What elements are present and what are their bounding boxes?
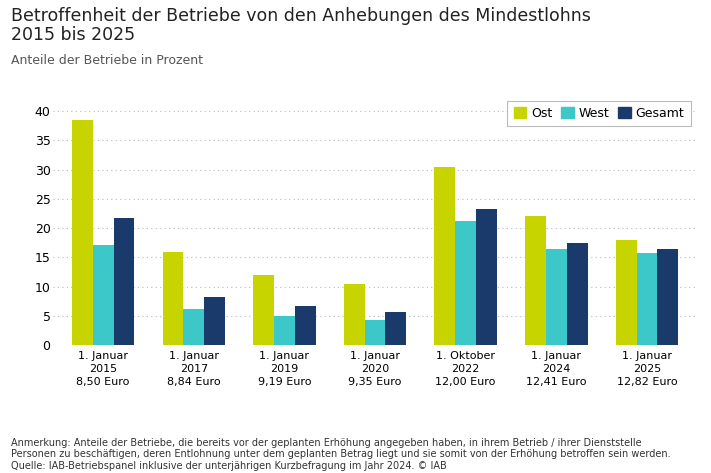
Bar (525, 217, 546, 345)
Bar (636, 253, 658, 345)
Bar (183, 309, 204, 345)
Bar (365, 320, 385, 345)
Text: Anteile der Betriebe in Prozent: Anteile der Betriebe in Prozent (11, 54, 203, 67)
Bar (455, 220, 476, 345)
Legend: Ost, West, Gesamt: Ost, West, Gesamt (507, 101, 690, 126)
Bar (72, 120, 92, 345)
Text: Personen zu beschäftigen, deren Entlohnung unter dem geplanten Betrag liegt und : Personen zu beschäftigen, deren Entlohnu… (11, 449, 670, 459)
Bar (92, 245, 114, 345)
Text: Anmerkung: Anteile der Betriebe, die bereits vor der geplanten Erhöhung angegebe: Anmerkung: Anteile der Betriebe, die ber… (11, 438, 641, 447)
Bar (295, 306, 316, 345)
Text: Quelle: IAB-Betriebspanel inklusive der unterjährigen Kurzbefragung im Jahr 2024: Quelle: IAB-Betriebspanel inklusive der … (11, 461, 447, 471)
Bar (385, 312, 406, 345)
Bar (658, 249, 678, 345)
Bar (567, 243, 587, 345)
Bar (204, 297, 225, 345)
Bar (546, 249, 567, 345)
Bar (114, 218, 134, 345)
Bar (434, 166, 455, 345)
Bar (344, 284, 365, 345)
Bar (163, 252, 183, 345)
Bar (253, 275, 274, 345)
Bar (274, 316, 295, 345)
Bar (476, 209, 497, 345)
Bar (616, 240, 636, 345)
Text: Betroffenheit der Betriebe von den Anhebungen des Mindestlohns: Betroffenheit der Betriebe von den Anheb… (11, 7, 591, 25)
Text: 2015 bis 2025: 2015 bis 2025 (11, 26, 135, 44)
